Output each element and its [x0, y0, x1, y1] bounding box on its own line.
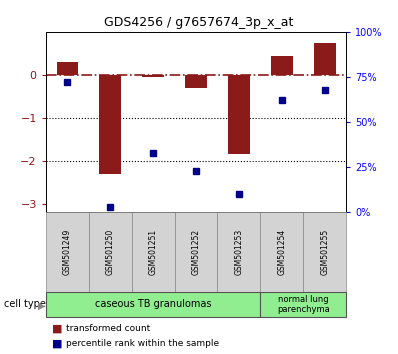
Text: transformed count: transformed count [66, 324, 150, 333]
Text: GSM501249: GSM501249 [63, 229, 72, 275]
Bar [142, 75, 164, 77]
Bar [228, 75, 250, 154]
Text: GDS4256 / g7657674_3p_x_at: GDS4256 / g7657674_3p_x_at [104, 16, 294, 29]
Text: ■: ■ [52, 338, 62, 348]
Text: normal lung
parenchyma: normal lung parenchyma [277, 295, 330, 314]
Text: GSM501250: GSM501250 [105, 229, 115, 275]
Text: cell type: cell type [4, 299, 46, 309]
Text: GSM501251: GSM501251 [148, 229, 158, 275]
Text: ■: ■ [52, 324, 62, 333]
Text: GSM501254: GSM501254 [277, 229, 287, 275]
Bar [185, 75, 207, 88]
Text: GSM501255: GSM501255 [320, 229, 329, 275]
Text: percentile rank within the sample: percentile rank within the sample [66, 339, 219, 348]
Bar [314, 42, 336, 75]
Text: caseous TB granulomas: caseous TB granulomas [95, 299, 211, 309]
Text: GSM501252: GSM501252 [191, 229, 201, 275]
Bar [57, 62, 78, 75]
Text: GSM501253: GSM501253 [234, 229, 244, 275]
Bar [271, 56, 293, 75]
Text: ▶: ▶ [38, 301, 45, 310]
Bar [100, 75, 121, 174]
